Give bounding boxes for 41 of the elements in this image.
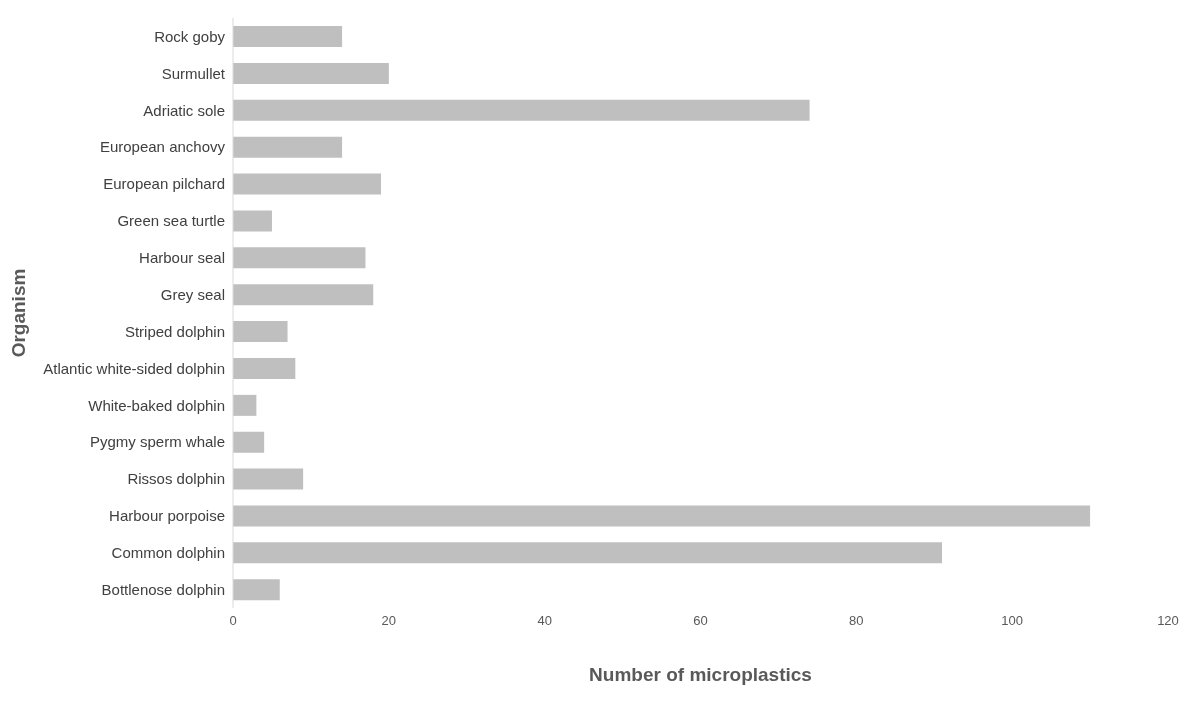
- bar: [233, 62, 389, 84]
- y-tick-label: White-baked dolphin: [88, 396, 225, 414]
- x-axis-title: Number of microplastics: [589, 664, 812, 686]
- bar: [233, 394, 257, 416]
- bar: [233, 542, 943, 564]
- y-tick-label: Striped dolphin: [124, 322, 225, 340]
- bar: [233, 247, 366, 269]
- bar: [233, 431, 265, 453]
- y-tick-label: European anchovy: [99, 138, 226, 156]
- bar: [233, 99, 810, 121]
- x-tick-label: 0: [229, 613, 237, 629]
- bar: [233, 321, 288, 343]
- bar: [233, 136, 343, 158]
- x-tick-label: 60: [693, 613, 708, 629]
- y-tick-label: Pygmy sperm whale: [89, 433, 225, 451]
- bar: [233, 579, 280, 601]
- x-tick-label: 120: [1157, 613, 1179, 629]
- bar: [233, 468, 304, 490]
- bar: [233, 210, 272, 232]
- y-tick-label: Common dolphin: [111, 544, 225, 562]
- bar: [233, 357, 296, 379]
- y-tick-label: Grey seal: [160, 285, 225, 303]
- y-axis-title: Organism: [7, 268, 29, 358]
- y-tick-label: Rissos dolphin: [127, 470, 225, 488]
- bar: [233, 173, 382, 195]
- bar: [233, 26, 343, 48]
- y-tick-label: Rock goby: [154, 27, 226, 45]
- y-tick-label: Surmullet: [161, 64, 226, 82]
- y-tick-label: Adriatic sole: [143, 101, 225, 119]
- y-tick-label: European pilchard: [103, 175, 225, 193]
- x-tick-label: 80: [849, 613, 864, 629]
- y-tick-label: Green sea turtle: [117, 212, 225, 230]
- x-tick-label: 100: [1001, 613, 1024, 629]
- y-tick-label: Harbour seal: [139, 249, 225, 267]
- bar: [233, 505, 1091, 527]
- y-tick-label: Bottlenose dolphin: [101, 580, 225, 598]
- x-tick-label: 20: [381, 613, 397, 629]
- y-tick-label: Harbour porpoise: [109, 507, 225, 525]
- y-tick-label: Atlantic white-sided dolphin: [43, 359, 225, 377]
- x-tick-label: 40: [537, 613, 552, 629]
- bar: [233, 284, 374, 306]
